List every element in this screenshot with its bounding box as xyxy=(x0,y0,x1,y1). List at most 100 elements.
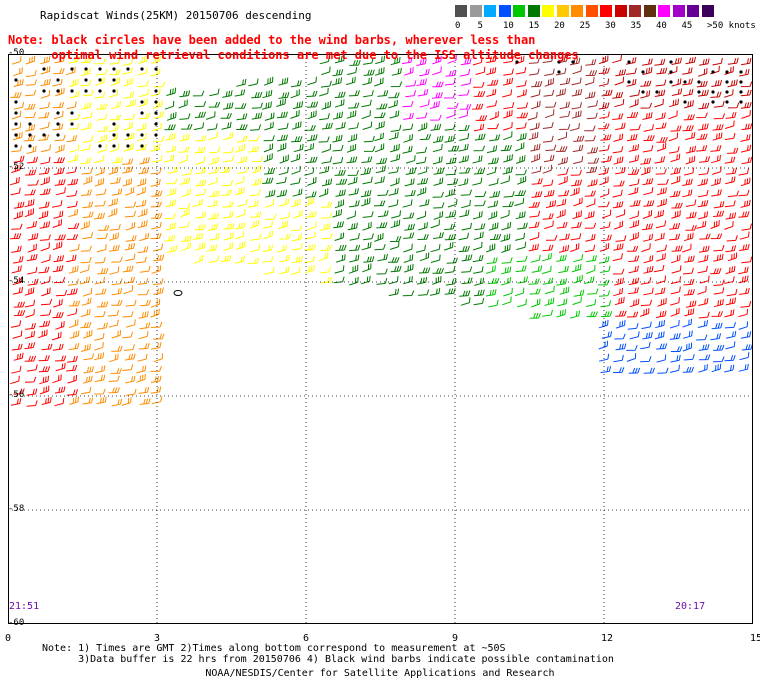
wind-barb xyxy=(345,76,356,86)
wind-barb xyxy=(137,80,149,88)
wind-barb xyxy=(667,66,678,75)
wind-barb xyxy=(124,276,135,284)
wind-barb xyxy=(374,132,384,142)
lat-label: -60 xyxy=(8,618,25,628)
wind-barb xyxy=(150,212,163,219)
wind-barb xyxy=(346,110,357,119)
wind-barb xyxy=(515,211,526,220)
wind-barb xyxy=(626,245,639,252)
wind-barb xyxy=(740,81,753,88)
scale-swatch xyxy=(643,5,656,17)
wind-barb xyxy=(643,287,654,296)
wind-barb xyxy=(111,101,121,110)
wind-barb xyxy=(405,167,417,175)
wind-barb xyxy=(82,89,94,97)
wind-barb xyxy=(320,266,332,274)
wind-barb xyxy=(347,222,358,231)
wind-barb xyxy=(40,144,52,153)
wind-barb xyxy=(682,342,693,352)
contamination-dot xyxy=(557,70,561,74)
wind-barb xyxy=(601,155,612,163)
wind-barb xyxy=(444,78,456,86)
wind-barb xyxy=(458,232,469,241)
wind-barb xyxy=(598,319,609,329)
wind-barb xyxy=(164,235,176,242)
wind-barb xyxy=(124,132,135,141)
wind-barb xyxy=(682,88,694,97)
wind-barb xyxy=(740,177,751,187)
wind-barb xyxy=(262,90,273,99)
wind-barb xyxy=(698,364,708,373)
wind-barb xyxy=(108,89,119,98)
wind-barb xyxy=(67,200,78,209)
wind-barb xyxy=(473,123,485,132)
wind-barb xyxy=(10,233,22,240)
wind-barb xyxy=(376,157,388,165)
wind-barb xyxy=(332,156,344,165)
wind-barb xyxy=(461,277,473,285)
wind-barb xyxy=(109,266,120,275)
wind-barb xyxy=(724,120,735,129)
wind-barb xyxy=(556,309,566,318)
wind-barb xyxy=(151,221,162,230)
wind-barb xyxy=(377,253,388,262)
wind-barb xyxy=(738,308,749,318)
lon-label: 0 xyxy=(5,633,12,644)
wind-barb xyxy=(151,265,162,274)
wind-barb xyxy=(181,123,193,130)
wind-barb xyxy=(109,57,121,65)
wind-barb xyxy=(361,241,372,251)
wind-barb xyxy=(97,267,109,275)
wind-barb xyxy=(585,59,597,66)
wind-barb xyxy=(66,364,78,372)
wind-barb xyxy=(444,92,456,99)
wind-barb xyxy=(489,233,502,241)
wind-barb xyxy=(293,209,303,219)
wind-barb xyxy=(629,98,639,108)
wind-barb xyxy=(390,153,401,163)
wind-barb xyxy=(629,331,640,340)
wind-barb xyxy=(571,263,582,273)
wind-barb xyxy=(502,166,513,175)
wind-barb xyxy=(153,81,166,88)
wind-barb xyxy=(223,242,234,251)
wind-barb xyxy=(262,244,274,252)
wind-barb xyxy=(459,290,471,297)
wind-barb xyxy=(725,330,737,339)
wind-barb xyxy=(657,178,669,185)
wind-barb xyxy=(264,167,276,175)
wind-barb xyxy=(430,244,441,253)
wind-barb xyxy=(40,56,51,65)
wind-barb xyxy=(670,346,683,352)
wind-barb xyxy=(178,154,188,164)
wind-barb xyxy=(347,170,359,176)
wind-barb xyxy=(486,145,498,154)
wind-barb xyxy=(473,91,486,97)
wind-barb xyxy=(711,322,723,330)
wind-barb xyxy=(94,91,106,99)
scale-label: 0 xyxy=(455,21,461,31)
wind-barb xyxy=(137,220,148,229)
wind-barb xyxy=(629,219,640,229)
wind-barb xyxy=(458,155,470,163)
wind-barb xyxy=(615,235,627,242)
wind-barb xyxy=(110,77,121,86)
wind-barb xyxy=(94,178,105,187)
wind-barb xyxy=(657,298,667,307)
wind-barb xyxy=(375,121,385,130)
wind-barb xyxy=(321,178,333,187)
wind-barb xyxy=(137,289,150,296)
wind-barb xyxy=(11,245,22,253)
wind-barb xyxy=(682,366,695,373)
wind-barb xyxy=(290,110,300,119)
contamination-note: Note: black circles have been added to t… xyxy=(8,33,579,62)
wind-barb xyxy=(125,99,137,107)
wind-barb xyxy=(209,233,220,241)
wind-barb xyxy=(321,233,333,240)
wind-barb xyxy=(472,57,483,66)
wind-barb xyxy=(375,55,386,65)
wind-barb xyxy=(416,78,427,86)
wind-barb xyxy=(740,89,752,97)
wind-barb xyxy=(124,210,137,218)
wind-barb xyxy=(542,213,554,220)
